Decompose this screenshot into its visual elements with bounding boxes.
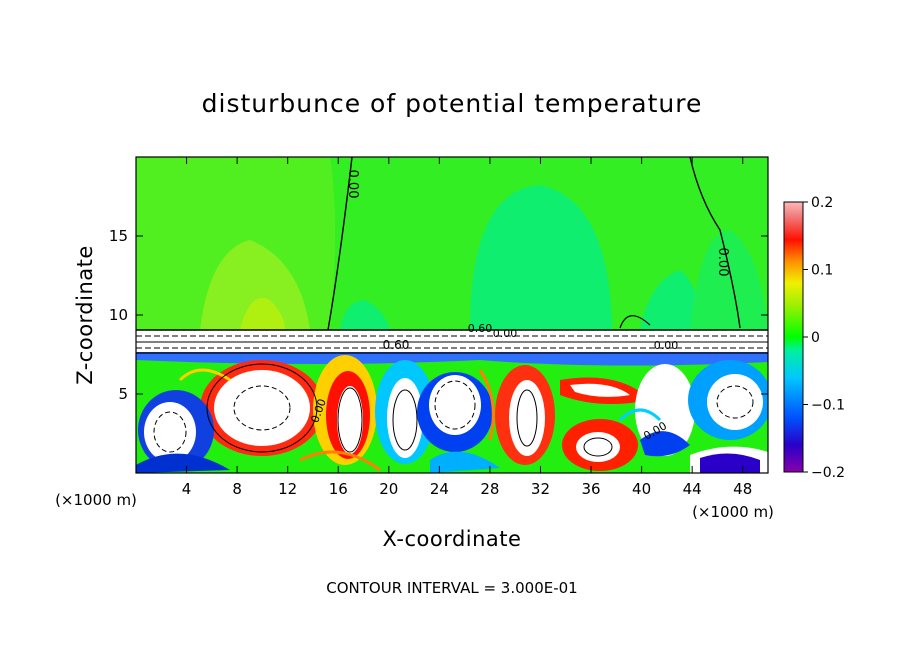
colorbar-tick-label: 0 <box>811 330 820 346</box>
x-tick-label: 4 <box>182 480 192 498</box>
heatmap-field <box>136 157 768 473</box>
contour-label: 0.60 <box>383 338 410 352</box>
contour-label: 0.00 <box>654 339 679 352</box>
chart-title: disturbunce of potential temperature <box>202 89 703 118</box>
colorbar: 0.2 0.1 0 −0.1 −0.2 <box>783 195 845 481</box>
x-unit-left: (×1000 m) <box>55 491 137 509</box>
y-axis-label: Z-coordinate <box>73 245 97 385</box>
x-tick-label: 36 <box>581 480 600 498</box>
colorbar-tick-label: −0.1 <box>811 398 845 414</box>
x-tick-label: 24 <box>430 480 449 498</box>
y-tick-label: 15 <box>109 227 128 245</box>
colorbar-ticks: 0.2 0.1 0 −0.1 −0.2 <box>803 195 845 481</box>
x-tick-label: 16 <box>329 480 348 498</box>
x-tick-label: 12 <box>278 480 297 498</box>
x-tick-label: 20 <box>379 480 398 498</box>
colorbar-ramp <box>783 201 804 473</box>
x-tick-label: 40 <box>632 480 651 498</box>
x-tick-label: 48 <box>733 480 752 498</box>
x-axis-label: X-coordinate <box>383 527 522 551</box>
y-tick-label: 10 <box>109 306 128 324</box>
x-tick-label: 32 <box>531 480 550 498</box>
contour-label: 0.00 <box>715 248 730 277</box>
contour-label: 0.00 <box>493 327 518 340</box>
x-tick-label: 8 <box>232 480 242 498</box>
contour-label: 0.00 <box>345 170 360 199</box>
y-axis: 5 10 15 <box>109 227 768 403</box>
y-tick-label: 5 <box>118 385 128 403</box>
x-tick-label: 44 <box>683 480 702 498</box>
colorbar-tick-label: 0.2 <box>811 195 833 211</box>
x-unit-right: (×1000 m) <box>692 503 774 521</box>
colorbar-tick-label: 0.1 <box>811 263 833 279</box>
x-tick-label: 28 <box>480 480 499 498</box>
contour-label: 0.60 <box>468 322 493 335</box>
colorbar-tick-label: −0.2 <box>811 465 845 481</box>
contour-interval-note: CONTOUR INTERVAL = 3.000E-01 <box>326 579 577 597</box>
x-axis: 4 8 12 16 20 24 28 32 36 40 44 48 <box>182 157 752 498</box>
